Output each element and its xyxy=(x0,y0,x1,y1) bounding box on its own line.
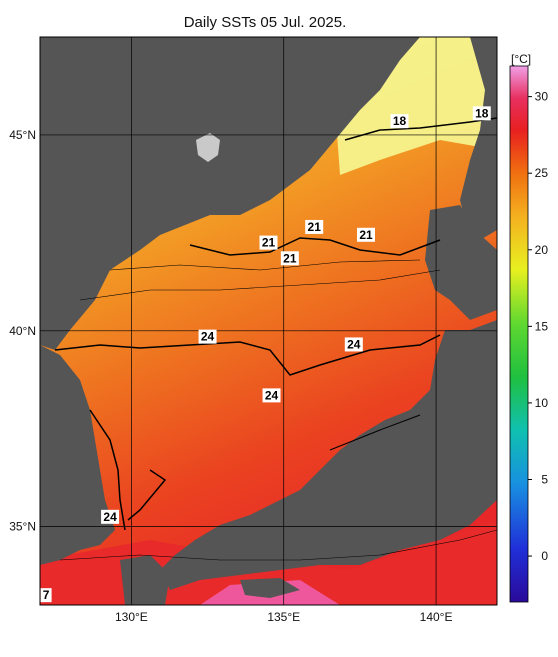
contour-label-box xyxy=(390,114,409,129)
contour-label-box xyxy=(472,106,491,121)
contour-label: 24 xyxy=(344,337,363,352)
colorbar-tick-label: 25 xyxy=(535,166,549,180)
lon-tick-label: 140°E xyxy=(420,610,453,624)
lon-tick-label: 135°E xyxy=(267,610,300,624)
contour-label-box xyxy=(280,251,299,266)
contour-label-box xyxy=(305,219,324,234)
colorbar-ticks: 30 25 20 15 10 5 0 xyxy=(528,90,548,563)
lat-tick-label: 45°N xyxy=(9,128,36,142)
contour-label: 21 xyxy=(356,227,375,242)
contour-label-box xyxy=(344,337,363,352)
contour-label: 21 xyxy=(305,219,324,234)
contour-label-text: 18 xyxy=(475,106,489,120)
land-continent xyxy=(40,37,420,350)
contour-label-text: 21 xyxy=(359,228,373,242)
lat-ticks: 45°N 40°N 35°N xyxy=(9,128,36,534)
land-sakhalin xyxy=(460,37,497,240)
colorbar-tick-label: 10 xyxy=(535,396,549,410)
contour-label: 7 xyxy=(40,588,52,603)
contour-label: 24 xyxy=(101,509,120,524)
lon-tick-label: 130°E xyxy=(115,610,148,624)
island-lake xyxy=(196,133,220,162)
contour-label-text: 18 xyxy=(393,114,407,128)
map-area xyxy=(40,37,497,605)
contour-labels: 18 18 21 21 21 21 24 24 24 24 7 xyxy=(40,106,491,603)
contour-label-text: 7 xyxy=(43,588,50,602)
contour-label-text: 21 xyxy=(308,220,322,234)
contour-label-box xyxy=(40,588,52,603)
land-kyushu xyxy=(120,555,170,605)
land-shikoku xyxy=(240,578,300,598)
colorbar-tick-label: 0 xyxy=(541,549,548,563)
land-korea xyxy=(40,345,115,565)
colorbar-tick-label: 20 xyxy=(535,243,549,257)
contour-label-box xyxy=(198,329,217,344)
colorbar-scale xyxy=(509,65,529,603)
map-frame xyxy=(39,36,498,606)
land-honshu xyxy=(160,320,497,590)
contour-label-text: 21 xyxy=(283,251,297,265)
isotherms xyxy=(54,117,497,561)
contour-label-text: 24 xyxy=(103,510,117,524)
contour-label-box xyxy=(262,388,281,403)
land-hokkaido xyxy=(425,205,497,320)
contour-label-text: 24 xyxy=(265,388,279,402)
colorbar-tick-label: 5 xyxy=(541,472,548,486)
colorbar-tick-label: 30 xyxy=(535,90,549,104)
contour-label: 21 xyxy=(280,251,299,266)
map-title: Daily SSTs 05 Jul. 2025. xyxy=(183,14,347,31)
contour-label-box xyxy=(259,235,278,250)
contour-label-text: 24 xyxy=(201,330,215,344)
contour-label-text: 21 xyxy=(262,236,276,250)
colorbar: [°C] 30 25 20 15 10 5 0 xyxy=(509,52,548,603)
contour-label-text: 24 xyxy=(347,337,361,351)
contour-label-box xyxy=(356,227,375,242)
lon-ticks: 130°E 135°E 140°E xyxy=(115,610,452,624)
lat-tick-label: 35°N xyxy=(9,520,36,534)
contour-label-box xyxy=(101,509,120,524)
contour-label: 24 xyxy=(198,329,217,344)
colorbar-tick-label: 15 xyxy=(535,319,549,333)
colorbar-unit: [°C] xyxy=(511,52,531,66)
contour-label: 24 xyxy=(262,388,281,403)
contour-label: 18 xyxy=(472,106,491,121)
contour-label: 18 xyxy=(390,114,409,129)
graticule xyxy=(40,37,497,605)
contour-label: 21 xyxy=(259,235,278,250)
lat-tick-label: 40°N xyxy=(9,324,36,338)
